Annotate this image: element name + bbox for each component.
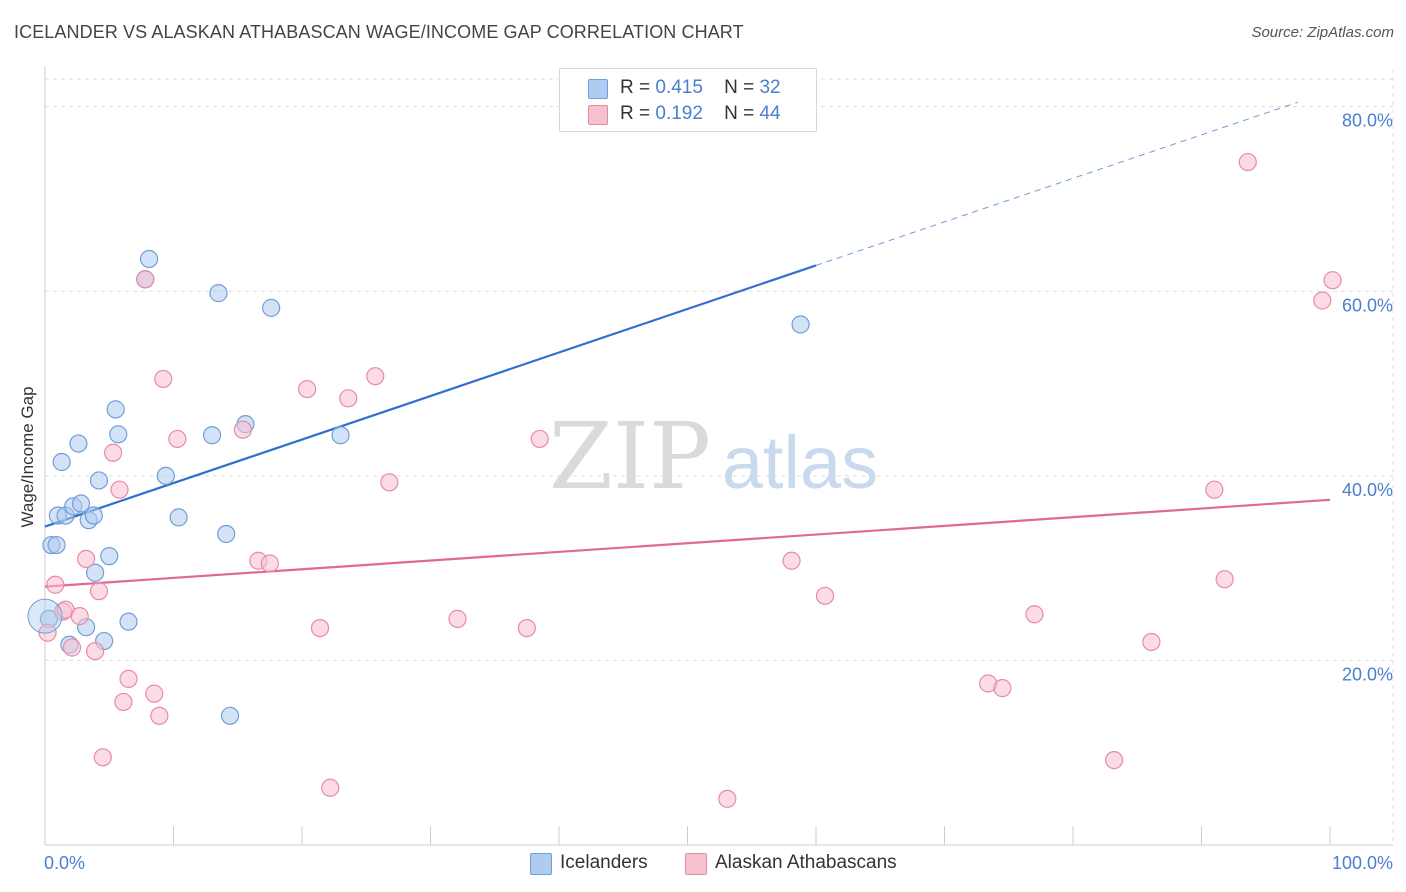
athabascan-point: [339, 389, 358, 408]
icelander-trend-extension: [815, 101, 1299, 266]
icelander-point: [89, 471, 109, 490]
icelander-point: [209, 284, 228, 303]
athabascan-trend-line: [44, 498, 1331, 588]
icelander-point: [331, 426, 350, 445]
legend-swatch-blue: [588, 79, 608, 99]
bottom-legend-swatch-blue: [530, 853, 552, 875]
athabascan-point: [150, 706, 169, 725]
icelander-point: [217, 524, 236, 544]
points-layer: [27, 152, 1342, 808]
stats-legend: R = 0.415 N = 32 R = 0.192 N = 44: [559, 68, 817, 132]
x-tick-label: 100.0%: [1332, 853, 1393, 873]
watermark-atlas: atlas: [722, 421, 878, 504]
legend-r-label: R =: [620, 77, 651, 98]
watermark: ZIP atlas: [549, 403, 878, 510]
athabascan-point: [321, 778, 340, 797]
bottom-legend-label: Icelanders: [560, 852, 648, 873]
athabascan-point: [448, 609, 467, 628]
athabascan-point: [815, 586, 835, 605]
athabascan-point: [782, 551, 801, 570]
chart-title: ICELANDER VS ALASKAN ATHABASCAN WAGE/INC…: [14, 22, 744, 42]
athabascan-point: [993, 679, 1012, 698]
icelander-point: [202, 426, 222, 445]
icelander-point: [69, 434, 88, 453]
athabascan-point: [145, 684, 164, 703]
icelander-point: [106, 400, 125, 419]
icelander-point: [139, 249, 159, 269]
athabascan-point: [110, 480, 129, 499]
icelander-point: [791, 315, 810, 334]
athabascan-point: [114, 692, 133, 712]
athabascan-point: [46, 575, 65, 594]
y-axis-label: Wage/Income Gap: [18, 386, 37, 527]
icelander-point: [47, 535, 66, 555]
icelander-point: [109, 425, 128, 444]
athabascan-point: [168, 429, 187, 449]
athabascan-point: [260, 554, 279, 573]
athabascan-point: [77, 549, 96, 569]
athabascan-point: [380, 473, 399, 492]
y-tick-label: 80.0%: [1342, 111, 1393, 131]
trend-layer: [44, 101, 1331, 588]
legend-r-value: 0.415: [655, 77, 703, 98]
icelander-point-large: [27, 598, 63, 634]
athabascan-point: [86, 642, 105, 661]
athabascan-point: [70, 607, 89, 626]
bottom-legend-label: Alaskan Athabascans: [715, 852, 897, 873]
athabascan-point: [1238, 152, 1257, 172]
athabascan-point: [1025, 605, 1044, 624]
icelander-point: [100, 547, 119, 566]
athabascan-point: [93, 748, 112, 767]
legend-n-value: 44: [759, 103, 781, 124]
icelander-point: [86, 563, 105, 582]
athabascan-point: [1205, 480, 1224, 499]
icelander-point: [156, 466, 175, 485]
athabascan-point: [154, 369, 173, 389]
athabascan-point: [1313, 291, 1332, 310]
watermark-zip: ZIP: [549, 403, 711, 510]
legend-n-label: N =: [724, 77, 755, 98]
source-label: Source: ZipAtlas.com: [1251, 24, 1394, 41]
legend-r-label: R =: [620, 103, 651, 124]
athabascan-point: [1105, 750, 1124, 770]
athabascan-point: [1323, 271, 1342, 290]
icelander-point: [220, 706, 240, 725]
athabascan-point: [62, 638, 82, 657]
x-tick-label: 0.0%: [44, 853, 85, 873]
icelander-point: [262, 298, 281, 317]
legend-r-value: 0.192: [655, 103, 703, 124]
athabascan-point: [233, 420, 252, 439]
icelander-point: [71, 494, 91, 513]
athabascan-point: [718, 789, 737, 808]
icelander-point: [84, 506, 103, 525]
legend-swatch-pink: [588, 105, 608, 125]
athabascan-point: [1142, 632, 1161, 652]
icelander-point: [169, 508, 188, 527]
icelander-point: [52, 452, 71, 472]
axis-layer: 20.0% 40.0% 60.0% 80.0% 0.0% 100.0%: [44, 66, 1393, 873]
athabascan-point: [530, 429, 549, 449]
athabascan-point: [1215, 570, 1234, 589]
legend-n-label: N =: [724, 103, 755, 124]
athabascan-point: [104, 443, 123, 462]
athabascan-point: [119, 669, 138, 688]
athabascan-point: [366, 367, 385, 386]
athabascan-point: [136, 270, 155, 289]
legend-n-value: 32: [759, 77, 781, 98]
bottom-legend-swatch-pink: [685, 853, 707, 875]
athabascan-point: [89, 582, 109, 601]
icelander-trend-line: [44, 264, 817, 528]
athabascan-point: [310, 619, 330, 638]
y-tick-label: 20.0%: [1342, 664, 1393, 684]
y-tick-label: 60.0%: [1342, 295, 1393, 315]
athabascan-point: [298, 379, 317, 399]
y-tick-label: 40.0%: [1342, 480, 1393, 500]
icelander-point: [119, 612, 138, 631]
athabascan-point: [517, 619, 536, 638]
grid-layer: [45, 69, 1394, 845]
